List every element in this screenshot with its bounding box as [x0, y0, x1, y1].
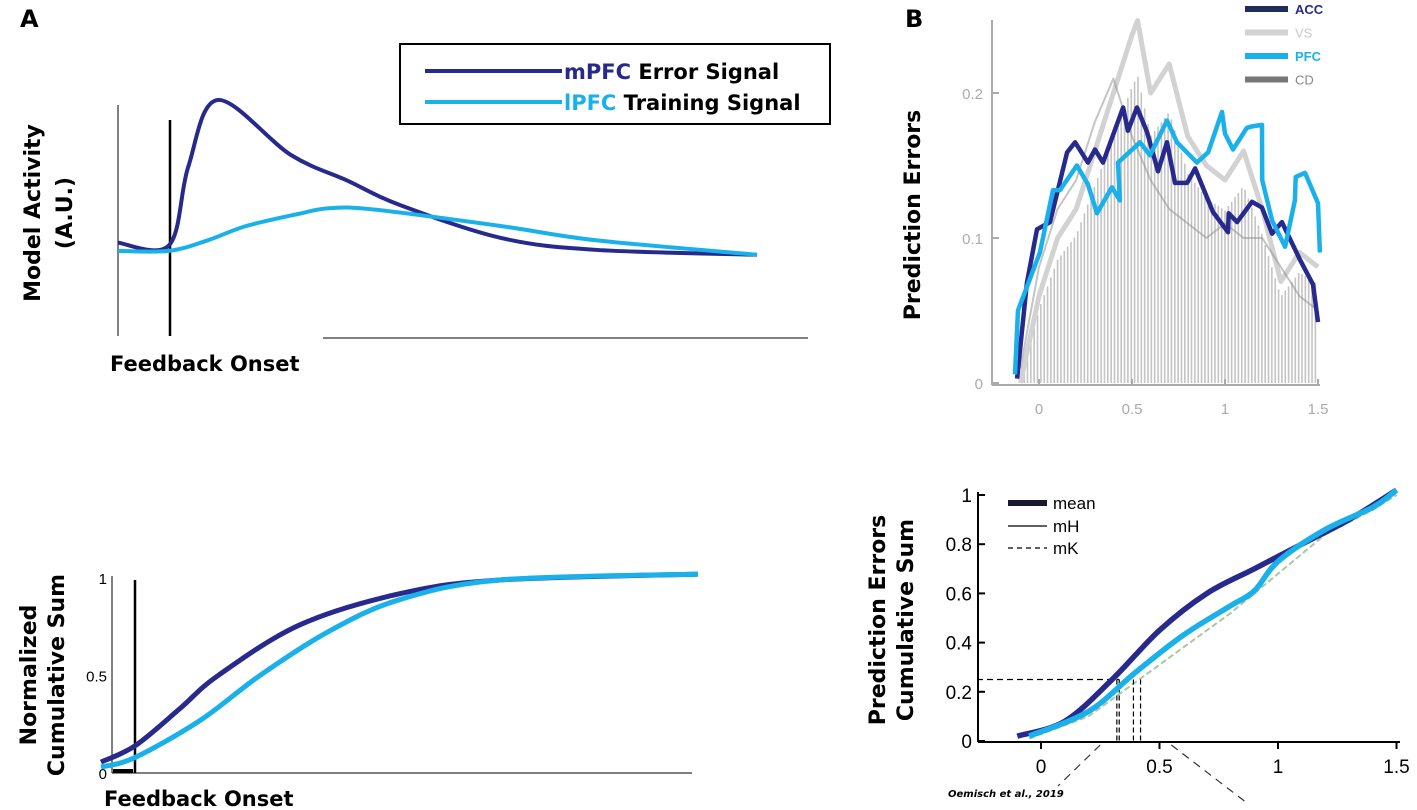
x-tick-label: 1 [1273, 757, 1284, 778]
x-axis-label: Feedback Onset [110, 352, 300, 376]
x-tick-label: 0 [1036, 757, 1047, 778]
x-tick-label: 0.5 [1146, 757, 1172, 778]
panel-a-top: A Model Activity (A.U.) Feedback Onset m… [20, 5, 831, 376]
legend-entry-mh: mH [1053, 517, 1079, 536]
y-tick-label: 0.8 [946, 535, 972, 556]
zoom-guide-line [1057, 744, 1101, 787]
y-axis-label: Prediction Errors [901, 110, 926, 321]
pfc-cumulative-line [1028, 487, 1399, 739]
lpfc-training-signal-line [117, 205, 758, 257]
y-tick-label: 0 [961, 732, 972, 753]
zoom-guide-line [1170, 744, 1248, 804]
legend-entry-mean: mean [1053, 494, 1096, 513]
y-axis-label: Normalized [17, 605, 42, 746]
panel-label-a: A [20, 5, 39, 33]
legend: mean mH mK [1008, 494, 1096, 558]
x-tick-label: 0.5 [1122, 401, 1143, 418]
x-tick-label: 1.5 [1308, 401, 1329, 418]
y-tick-label: 0.2 [962, 86, 983, 103]
legend-entry-acc: ACC [1295, 2, 1324, 17]
x-tick-label: 0 [1035, 401, 1043, 418]
x-axis-label: Feedback Onset [104, 787, 294, 810]
y-tick-label: 0.1 [962, 231, 983, 248]
legend-entry-mpfc: mPFC Error Signal [564, 60, 779, 84]
y-tick-label: 1 [961, 486, 972, 507]
legend-entry-lpfc: lPFC Training Signal [564, 91, 801, 115]
y-tick-label: 0.5 [86, 669, 107, 686]
legend-entry-cd: CD [1295, 73, 1314, 88]
legend-entry-pfc: PFC [1295, 49, 1322, 64]
pfc-line [1012, 109, 1323, 375]
mpfc-error-signal-line [117, 98, 758, 257]
y-tick-label: 0 [975, 376, 983, 393]
legend: ACC VS PFC CD [1245, 2, 1324, 88]
y-axis-label-2: (A.U.) [53, 177, 78, 249]
panel-a-bottom: 0 0.5 1 Normalized Cumulative Sum Feedback… [17, 571, 698, 810]
panel-label-b: B [905, 5, 923, 33]
y-tick-label: 0.4 [946, 634, 973, 655]
y-tick-label: 0 [99, 766, 107, 783]
legend-entry-mk: mK [1053, 539, 1079, 558]
x-tick-label: 1 [1221, 401, 1229, 418]
panel-b-bottom: Prediction Errors Cumulative Sum 0 0.2 0.4… [866, 486, 1410, 804]
lpfc-cumulative-line [100, 571, 698, 770]
x-tick-label: 1.5 [1383, 757, 1409, 778]
y-tick-label: 1 [99, 571, 107, 588]
acc-line [1014, 105, 1321, 379]
citation: Oemisch et al., 2019 [948, 789, 1064, 800]
y-axis-label: Prediction Errors [866, 515, 891, 726]
y-axis-label-2: Cumulative Sum [45, 574, 70, 776]
y-axis-label: Model Activity [21, 124, 46, 302]
legend: mPFC Error Signal lPFC Training Signal [399, 43, 831, 125]
axis-marker [113, 769, 133, 773]
legend-entry-vs: VS [1295, 26, 1313, 41]
y-tick-label: 0.2 [946, 683, 972, 704]
cd-line [1019, 77, 1319, 369]
panel-b-top: B Prediction Errors 0 0.1 0.2 0 0.5 1 1.5 ACC V… [901, 2, 1328, 418]
y-axis-label-2: Cumulative Sum [894, 519, 919, 721]
y-tick-label: 0.6 [946, 584, 972, 605]
